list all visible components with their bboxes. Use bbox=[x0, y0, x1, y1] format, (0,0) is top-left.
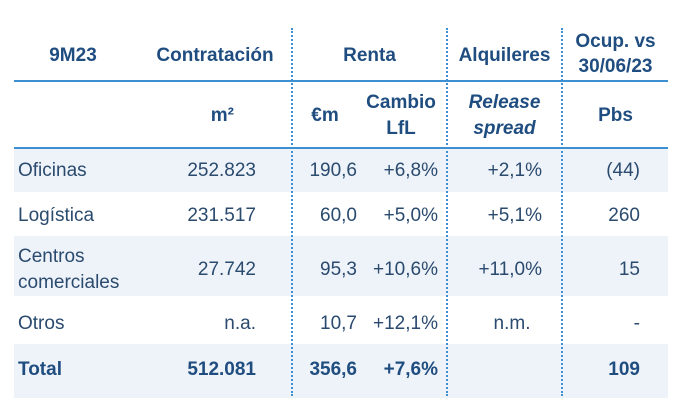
row-centros-label-line1: Centros bbox=[18, 246, 85, 267]
subheader-pbs: Pbs bbox=[598, 105, 633, 126]
subheader-cambio-line2: LfL bbox=[386, 118, 416, 139]
row-otros-renta: 10,7 bbox=[320, 313, 357, 334]
row-logistica-contratacion: 231.517 bbox=[187, 205, 256, 226]
row-centros-label-line2: comerciales bbox=[18, 272, 120, 293]
header-ocup-line1: Ocup. vs bbox=[575, 31, 656, 52]
row-oficinas-cambio: +6,8% bbox=[383, 160, 438, 181]
separator-1 bbox=[291, 28, 293, 396]
row-band-centros bbox=[14, 236, 668, 296]
row-centros-cambio: +10,6% bbox=[373, 259, 438, 280]
row-oficinas-ocup: (44) bbox=[606, 160, 640, 181]
header-ocup-line2: 30/06/23 bbox=[578, 56, 653, 77]
row-oficinas-renta: 190,6 bbox=[309, 160, 357, 181]
total-ocup: 109 bbox=[608, 359, 640, 380]
header-alquileres: Alquileres bbox=[458, 45, 551, 66]
row-logistica-renta: 60,0 bbox=[320, 205, 357, 226]
header-contratacion: Contratación bbox=[156, 45, 274, 66]
total-renta: 356,6 bbox=[309, 359, 357, 380]
row-otros-ocup: - bbox=[633, 313, 640, 334]
row-band-total bbox=[14, 344, 668, 398]
row-otros-contratacion: n.a. bbox=[224, 313, 256, 334]
subheader-rule bbox=[14, 147, 668, 149]
subheader-m2: m² bbox=[210, 105, 234, 126]
total-contratacion: 512.081 bbox=[187, 359, 256, 380]
row-oficinas-label: Oficinas bbox=[18, 160, 87, 181]
row-centros-renta: 95,3 bbox=[320, 259, 357, 280]
row-centros-release: +11,0% bbox=[478, 259, 542, 280]
header-rule bbox=[14, 80, 668, 82]
row-logistica-ocup: 260 bbox=[608, 205, 640, 226]
subheader-cambio-line1: Cambio bbox=[366, 92, 436, 113]
row-logistica-release: +5,1% bbox=[487, 205, 542, 226]
subheader-release-line1: Release bbox=[468, 92, 541, 113]
row-logistica-label: Logística bbox=[18, 205, 95, 226]
total-cambio: +7,6% bbox=[383, 359, 438, 380]
row-oficinas-contratacion: 252.823 bbox=[187, 160, 256, 181]
subheader-eur-m: €m bbox=[311, 105, 339, 126]
row-otros-cambio: +12,1% bbox=[373, 313, 438, 334]
row-otros-label: Otros bbox=[18, 313, 65, 334]
row-otros-release: n.m. bbox=[493, 313, 531, 334]
row-logistica-cambio: +5,0% bbox=[383, 205, 438, 226]
separator-2 bbox=[446, 28, 448, 396]
separator-3 bbox=[561, 28, 563, 396]
row-band-oficinas bbox=[14, 148, 668, 192]
subheader-release-line2: spread bbox=[473, 118, 536, 139]
row-centros-contratacion: 27.742 bbox=[197, 259, 256, 280]
header-period: 9M23 bbox=[49, 45, 97, 66]
row-oficinas-release: +2,1% bbox=[487, 160, 542, 181]
header-renta: Renta bbox=[343, 45, 396, 66]
row-centros-ocup: 15 bbox=[618, 259, 640, 280]
total-label: Total bbox=[18, 359, 62, 380]
